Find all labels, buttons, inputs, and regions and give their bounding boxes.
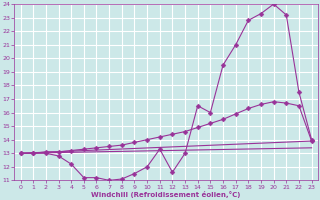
X-axis label: Windchill (Refroidissement éolien,°C): Windchill (Refroidissement éolien,°C) (92, 191, 241, 198)
